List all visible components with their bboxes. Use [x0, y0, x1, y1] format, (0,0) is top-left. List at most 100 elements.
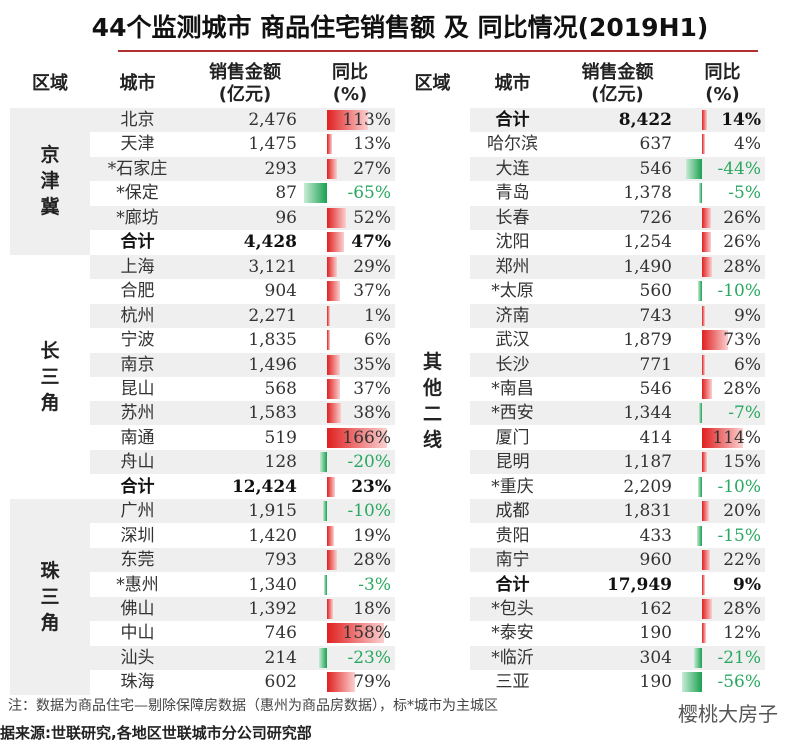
- city-name: 苏州: [120, 403, 155, 424]
- sales-amount: 1,496: [248, 354, 297, 375]
- yoy-value: 28%: [353, 550, 391, 571]
- city-name: 合肥: [120, 281, 155, 302]
- city-name: 青岛: [495, 183, 530, 204]
- yoy-value: 37%: [353, 378, 391, 399]
- yoy-value: -65%: [347, 183, 391, 204]
- yoy-value: 13%: [353, 134, 391, 155]
- header-label: 同比: [704, 62, 741, 83]
- sales-amount: 214: [264, 647, 297, 668]
- city-name: 哈尔滨: [487, 134, 538, 155]
- header-label: 城市: [494, 73, 531, 94]
- table-row: *廊坊 96 52%: [90, 205, 395, 230]
- yoy-value: 73%: [723, 330, 761, 351]
- yoy-value: 20%: [723, 501, 761, 522]
- sales-amount: 1,490: [623, 256, 672, 277]
- header-unit: (%): [332, 84, 368, 105]
- header-amount: 销售金额 (亿元): [555, 60, 680, 108]
- yoy-bar: [327, 207, 346, 228]
- yoy-bar: [694, 647, 702, 668]
- yoy-bar: [303, 183, 327, 204]
- sales-amount: 1,879: [623, 330, 672, 351]
- region-label-text: 京津冀: [40, 144, 60, 219]
- yoy-bar: [327, 110, 368, 130]
- yoy-bar: [327, 232, 344, 253]
- city-name: 成都: [495, 501, 530, 522]
- city-name: *保定: [116, 183, 159, 204]
- table-row: 合计 12,424 23%: [90, 475, 395, 499]
- yoy-bar: [327, 281, 341, 302]
- yoy-bar: [698, 281, 702, 302]
- sales-amount: 1,187: [623, 452, 672, 473]
- yoy-value: 6%: [364, 330, 391, 351]
- yoy-value: 14%: [721, 110, 761, 130]
- city-name: 合计: [495, 574, 530, 595]
- table-row: 长春 726 26%: [470, 205, 765, 230]
- yoy-value: -5%: [728, 183, 761, 204]
- city-name: 上海: [120, 256, 155, 277]
- city-name: 广州: [120, 501, 155, 522]
- sales-amount: 560: [639, 281, 672, 302]
- yoy-bar: [327, 623, 384, 644]
- table-row: 苏州 1,583 38%: [90, 401, 395, 426]
- sales-amount: 162: [639, 599, 672, 619]
- header-unit: (亿元): [591, 84, 644, 105]
- header-unit: (亿元): [218, 84, 272, 105]
- yoy-bar: [696, 525, 702, 546]
- yoy-value: 26%: [723, 232, 761, 253]
- yoy-value: -10%: [717, 281, 761, 302]
- yoy-bar: [327, 134, 332, 155]
- yoy-bar: [698, 476, 702, 497]
- yoy-bar: [702, 623, 707, 644]
- yoy-value: -3%: [358, 574, 391, 595]
- yoy-value: 1%: [364, 305, 391, 326]
- table-row: 合计 17,949 9%: [470, 573, 765, 597]
- table-row: 珠海 602 79%: [90, 670, 395, 694]
- city-name: *泰安: [491, 623, 534, 644]
- yoy-bar: [702, 452, 708, 473]
- header-unit: (%): [705, 84, 740, 105]
- yoy-bar: [327, 599, 334, 619]
- sales-amount: 726: [639, 207, 672, 228]
- yoy-bar: [702, 378, 713, 399]
- table-row: 成都 1,831 20%: [470, 499, 765, 524]
- sales-amount: 1,475: [248, 134, 297, 155]
- city-name: 长沙: [495, 354, 530, 375]
- yoy-value: 79%: [353, 672, 391, 693]
- sales-amount: 128: [264, 452, 297, 473]
- yoy-bar: [702, 256, 713, 277]
- yoy-value: 113%: [342, 110, 391, 130]
- table-row: 济南 743 9%: [470, 303, 765, 328]
- table-row: 佛山 1,392 18%: [90, 597, 395, 621]
- table-row: 大连 546 -44%: [470, 156, 765, 181]
- sales-amount: 1,344: [623, 403, 672, 424]
- sales-amount: 87: [275, 183, 297, 204]
- city-name: 南京: [120, 354, 155, 375]
- yoy-value: 9%: [734, 305, 761, 326]
- table-row: 宁波 1,835 6%: [90, 328, 395, 352]
- sales-amount: 12,424: [231, 476, 297, 497]
- sales-amount: 414: [639, 427, 672, 448]
- table-row: 中山 746 158%: [90, 621, 395, 645]
- yoy-value: 114%: [712, 427, 761, 448]
- city-name: 合计: [495, 110, 530, 130]
- sales-amount: 637: [639, 134, 672, 155]
- table-row: 合计 4,428 47%: [90, 230, 395, 254]
- table-row: 南宁 960 22%: [470, 548, 765, 573]
- yoy-value: -7%: [728, 403, 761, 424]
- yoy-bar: [327, 158, 337, 179]
- yoy-bar: [702, 207, 712, 228]
- sales-amount: 1,392: [248, 599, 297, 619]
- yoy-bar: [327, 256, 338, 277]
- city-name: 宁波: [120, 330, 155, 351]
- yoy-bar: [327, 476, 336, 497]
- region-label-text: 长三角: [40, 339, 60, 414]
- header-region: 区域: [395, 60, 470, 108]
- sales-amount: 8,422: [618, 110, 672, 130]
- yoy-bar: [327, 672, 356, 693]
- table-row: 杭州 2,271 1%: [90, 303, 395, 328]
- yoy-value: 37%: [353, 281, 391, 302]
- table-row: 哈尔滨 637 4%: [470, 132, 765, 156]
- yoy-value: 35%: [353, 354, 391, 375]
- table-row: 广州 1,915 -10%: [90, 499, 395, 524]
- sales-amount: 433: [639, 525, 672, 546]
